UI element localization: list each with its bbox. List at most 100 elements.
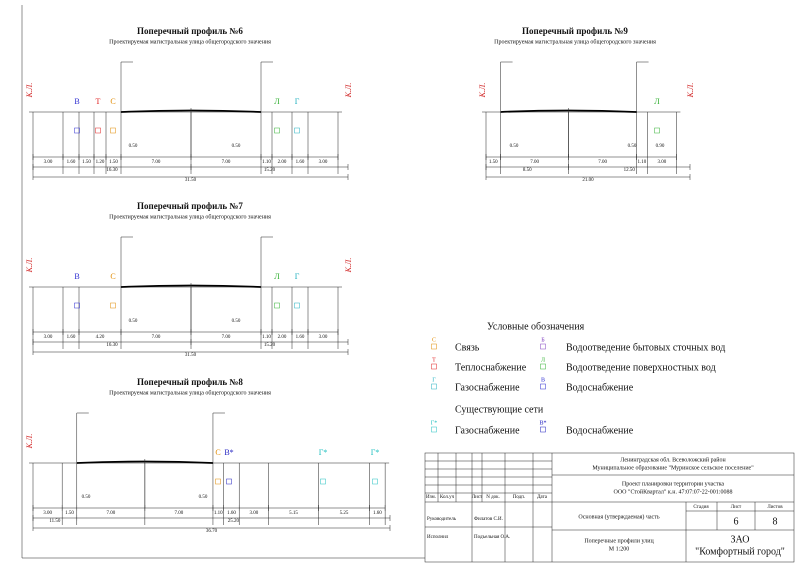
utility-letter: С [110, 272, 115, 281]
legend-label: Водоотведение поверхностных вод [566, 362, 716, 373]
red-line-label: К.Л. [344, 83, 353, 99]
legend-label: Газоснабжение [455, 425, 520, 436]
utility-symbol [226, 478, 232, 485]
dimension-label: 1.50 [109, 160, 118, 165]
profile-title: Поперечный профиль №6 [137, 26, 243, 36]
utility-symbol [74, 302, 80, 309]
legend-subtitle: Существующие сети [455, 404, 544, 415]
role: Руководитель [427, 517, 457, 522]
utility-letter: Л [274, 272, 280, 281]
legend-label: Водоснабжение [566, 382, 634, 393]
stage-header: Листов [767, 505, 783, 510]
subtotal-label: 8.50 [523, 168, 532, 173]
offset-label: 0.90 [656, 144, 665, 149]
dimension-label: 7.00 [152, 335, 161, 340]
utility-symbol [372, 478, 378, 485]
table-header: Изм. [426, 495, 436, 500]
utility-symbol [110, 302, 116, 309]
profile-subtitle: Проектируемая магистральная улица общего… [494, 38, 656, 45]
profile-subtitle: Проектируемая магистральная улица общего… [109, 213, 271, 220]
legend-label: Водоснабжение [566, 425, 634, 436]
total-label: 36.70 [206, 529, 218, 534]
company-name: "Комфортный город" [695, 546, 785, 557]
red-line-label: К.Л. [25, 83, 34, 99]
dimension-label: 7.00 [106, 511, 115, 516]
subtotal-label: 12.50 [624, 168, 636, 173]
table-header: Дата [537, 495, 548, 500]
part: Основная (утверждаемая) часть [578, 513, 659, 520]
legend-symbol [540, 343, 546, 350]
utility-symbol [95, 127, 101, 134]
dimension-label: 3.00 [44, 335, 53, 340]
legend-letter: Г* [431, 420, 437, 426]
table-header: Подп. [513, 495, 525, 500]
subtotal-label: 15.20 [264, 343, 276, 348]
utility-letter: Т [96, 97, 101, 106]
dimension-label: 7.00 [222, 335, 231, 340]
dimension-label: 3.00 [319, 160, 328, 165]
utility-letter: С [215, 448, 220, 457]
offset-label: 0.50 [129, 319, 138, 324]
legend-symbol [540, 426, 546, 433]
legend-label: Водоотведение бытовых сточных вод [566, 342, 725, 353]
dimension-label: 1.20 [96, 160, 105, 165]
dimension-label: 1.60 [67, 160, 76, 165]
red-line-label: К.Л. [686, 83, 695, 99]
dimension-label: 4.20 [96, 335, 105, 340]
utility-symbol [654, 127, 660, 134]
legend-letter: В* [539, 420, 546, 426]
profile-subtitle: Проектируемая магистральная улица общего… [109, 389, 271, 396]
subtotal-label: 25.20 [228, 519, 240, 524]
municipality: Муниципальное образование "Муринское сел… [592, 464, 754, 471]
table-header: N док. [486, 495, 500, 500]
dimension-label: 1.50 [65, 511, 74, 516]
red-line-label: К.Л. [478, 83, 487, 99]
subtotal-label: 16.30 [106, 343, 118, 348]
offset-label: 0.50 [232, 319, 241, 324]
utility-letter: С [110, 97, 115, 106]
dimension-label: 1.60 [373, 511, 382, 516]
stage-header: Лист [731, 505, 742, 510]
legend-symbol [431, 343, 437, 350]
utility-letter: В* [224, 448, 233, 457]
dimension-label: 1.10 [638, 160, 647, 165]
legend-letter: Л [541, 357, 545, 363]
legend-letter: Б [541, 337, 545, 343]
stage-header: Стадия [693, 505, 709, 510]
drawing-name: Поперечные профили улиц [584, 537, 654, 544]
red-line-label: К.Л. [344, 258, 353, 274]
subtotal-label: 11.50 [49, 519, 61, 524]
sheet-count: 8 [773, 516, 778, 527]
dimension-label: 1.10 [262, 160, 271, 165]
person: Филатов С.И. [474, 517, 503, 522]
subtotal-label: 15.20 [264, 168, 276, 173]
drawing-scale: М 1:200 [609, 546, 630, 552]
legend-symbol [540, 363, 546, 370]
legend-label: Связь [455, 342, 480, 353]
offset-label: 0.50 [199, 495, 208, 500]
dimension-label: 5.15 [289, 511, 298, 516]
red-line-label: К.Л. [25, 434, 34, 450]
legend-symbol [431, 383, 437, 390]
dimension-label: 1.10 [262, 335, 271, 340]
legend-letter: В [541, 377, 545, 383]
total-label: 31.50 [185, 178, 197, 183]
customer: ООО "СтойКвартал" к.н. 47:07:07-22-001:0… [614, 488, 733, 495]
legend-letter: Т [432, 357, 436, 363]
dimension-label: 3.00 [657, 160, 666, 165]
dimension-label: 7.00 [175, 511, 184, 516]
utility-letter: Г [295, 272, 300, 281]
utility-symbol [274, 302, 280, 309]
table-header: Кол.уч [440, 495, 455, 500]
utility-symbol [274, 127, 280, 134]
region: Ленинградская обл. Всеволожский район [620, 456, 726, 463]
sheet-number: 6 [734, 516, 739, 527]
dimension-label: 2.00 [278, 335, 287, 340]
legend-label: Теплоснабжение [455, 362, 527, 373]
total-label: 31.50 [185, 353, 197, 358]
project: Проект планировки территории участка [622, 481, 725, 487]
legend-title: Условные обозначения [487, 321, 585, 332]
utility-symbol [215, 478, 221, 485]
dimension-label: 7.00 [530, 160, 539, 165]
